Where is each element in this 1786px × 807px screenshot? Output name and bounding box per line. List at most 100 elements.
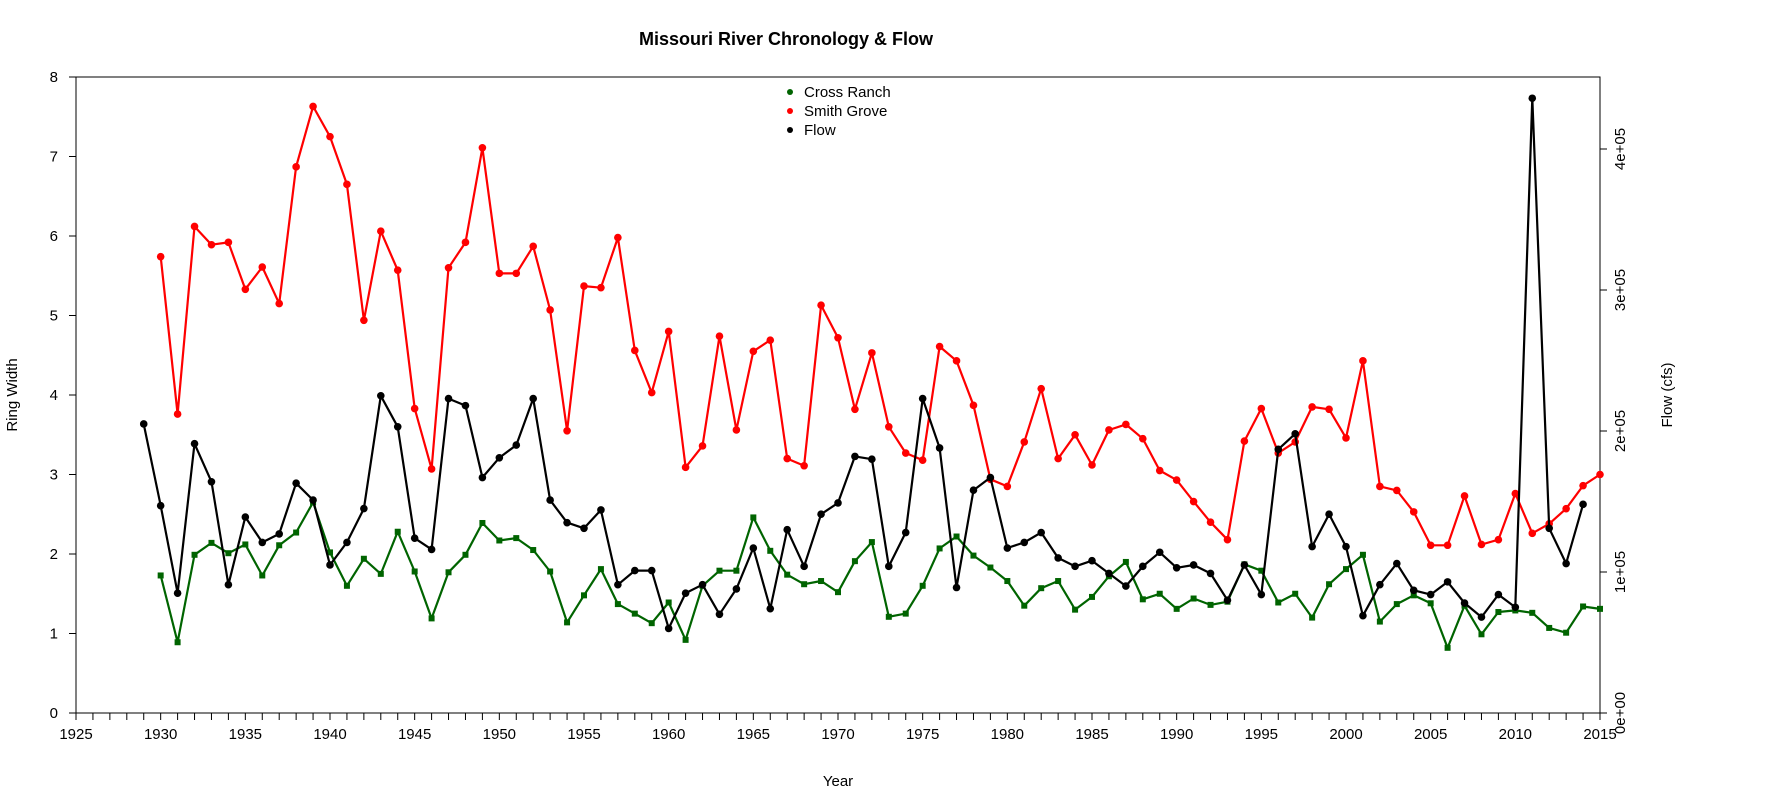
data-point xyxy=(276,542,283,549)
y-right-tick-label: 0e+00 xyxy=(1612,692,1629,734)
x-tick-label: 1925 xyxy=(59,726,92,743)
x-tick-label: 1935 xyxy=(229,726,262,743)
data-point xyxy=(766,604,775,613)
data-point xyxy=(952,357,961,365)
data-point xyxy=(1291,430,1299,438)
data-point xyxy=(309,496,317,504)
data-point xyxy=(529,242,537,251)
y-left-tick-label: 1 xyxy=(50,626,58,643)
y-right-axis: 0e+00 1e+05 2e+05 3e+05 4e+05 xyxy=(1600,128,1629,734)
data-point xyxy=(1190,595,1197,602)
series-smith-grove xyxy=(156,102,1604,550)
data-point xyxy=(1207,601,1214,608)
data-point xyxy=(512,269,521,278)
data-point xyxy=(1155,466,1164,475)
data-point xyxy=(393,266,402,274)
data-point xyxy=(581,592,587,599)
data-point xyxy=(563,426,571,435)
data-point xyxy=(444,264,453,272)
data-point xyxy=(1426,541,1435,550)
data-point xyxy=(868,349,876,357)
data-point xyxy=(513,535,520,542)
data-point xyxy=(343,180,351,189)
y-right-tick-label: 1e+05 xyxy=(1612,551,1629,593)
data-point xyxy=(1596,470,1604,479)
data-point xyxy=(1139,562,1147,571)
data-point xyxy=(732,585,741,593)
data-point xyxy=(1257,590,1266,599)
data-point xyxy=(1359,611,1367,620)
data-point xyxy=(1021,602,1028,609)
data-point xyxy=(1494,590,1503,599)
data-point xyxy=(1579,481,1587,490)
data-point xyxy=(1545,524,1553,533)
data-point xyxy=(851,558,858,565)
y-left-tick-label: 8 xyxy=(50,69,58,86)
data-point xyxy=(783,525,791,534)
data-point xyxy=(1376,618,1383,625)
data-point xyxy=(461,401,470,410)
data-point xyxy=(647,388,656,397)
data-point xyxy=(427,465,436,473)
data-point xyxy=(1325,405,1333,414)
data-point xyxy=(1528,94,1537,103)
data-point xyxy=(275,530,284,538)
data-point xyxy=(918,456,927,464)
data-point xyxy=(1054,554,1062,562)
data-point xyxy=(293,529,300,536)
x-tick-label: 2005 xyxy=(1414,726,1447,743)
data-point xyxy=(766,336,775,344)
series-line xyxy=(142,97,1585,630)
x-tick-label: 1945 xyxy=(398,726,431,743)
data-point xyxy=(580,524,588,533)
data-point xyxy=(394,528,401,535)
data-point xyxy=(1495,609,1502,616)
data-point xyxy=(749,544,758,552)
data-point xyxy=(377,391,385,400)
series-line xyxy=(159,501,1601,649)
data-point xyxy=(1206,518,1215,526)
data-point xyxy=(207,240,216,249)
data-point xyxy=(258,263,267,271)
data-point xyxy=(969,486,978,495)
x-tick-label: 1975 xyxy=(906,726,939,743)
x-tick-label: 1940 xyxy=(313,726,346,743)
chart-title: Missouri River Chronology & Flow xyxy=(639,29,934,49)
data-point xyxy=(139,420,148,428)
data-point xyxy=(664,327,673,336)
data-point xyxy=(224,580,233,589)
data-point xyxy=(682,636,689,643)
x-tick-label: 1990 xyxy=(1160,726,1193,743)
series-line xyxy=(159,105,1601,547)
data-point xyxy=(783,454,791,463)
data-point xyxy=(969,401,978,410)
data-point xyxy=(174,639,181,646)
data-point xyxy=(241,513,250,521)
data-point xyxy=(156,252,165,261)
data-point xyxy=(1172,476,1181,484)
data-point xyxy=(410,534,419,542)
data-point xyxy=(1325,510,1333,518)
data-point xyxy=(428,615,435,622)
data-point xyxy=(835,589,841,596)
data-point xyxy=(479,519,486,526)
x-tick-label: 1955 xyxy=(567,726,600,743)
data-point xyxy=(885,562,893,571)
data-point xyxy=(901,449,910,457)
data-point xyxy=(1460,492,1469,500)
data-point xyxy=(986,473,995,482)
data-point xyxy=(259,572,266,579)
data-point xyxy=(1206,569,1215,578)
legend-marker xyxy=(787,108,793,114)
data-point xyxy=(918,394,927,403)
x-tick-label: 1970 xyxy=(821,726,854,743)
data-point xyxy=(190,222,199,231)
legend-marker xyxy=(787,127,793,133)
data-point xyxy=(1376,482,1384,491)
x-tick-label: 1960 xyxy=(652,726,685,743)
data-point xyxy=(1189,561,1198,569)
x-tick-label: 1930 xyxy=(144,726,177,743)
data-point xyxy=(327,549,333,556)
data-point xyxy=(1105,426,1113,434)
x-tick-label: 2000 xyxy=(1329,726,1362,743)
